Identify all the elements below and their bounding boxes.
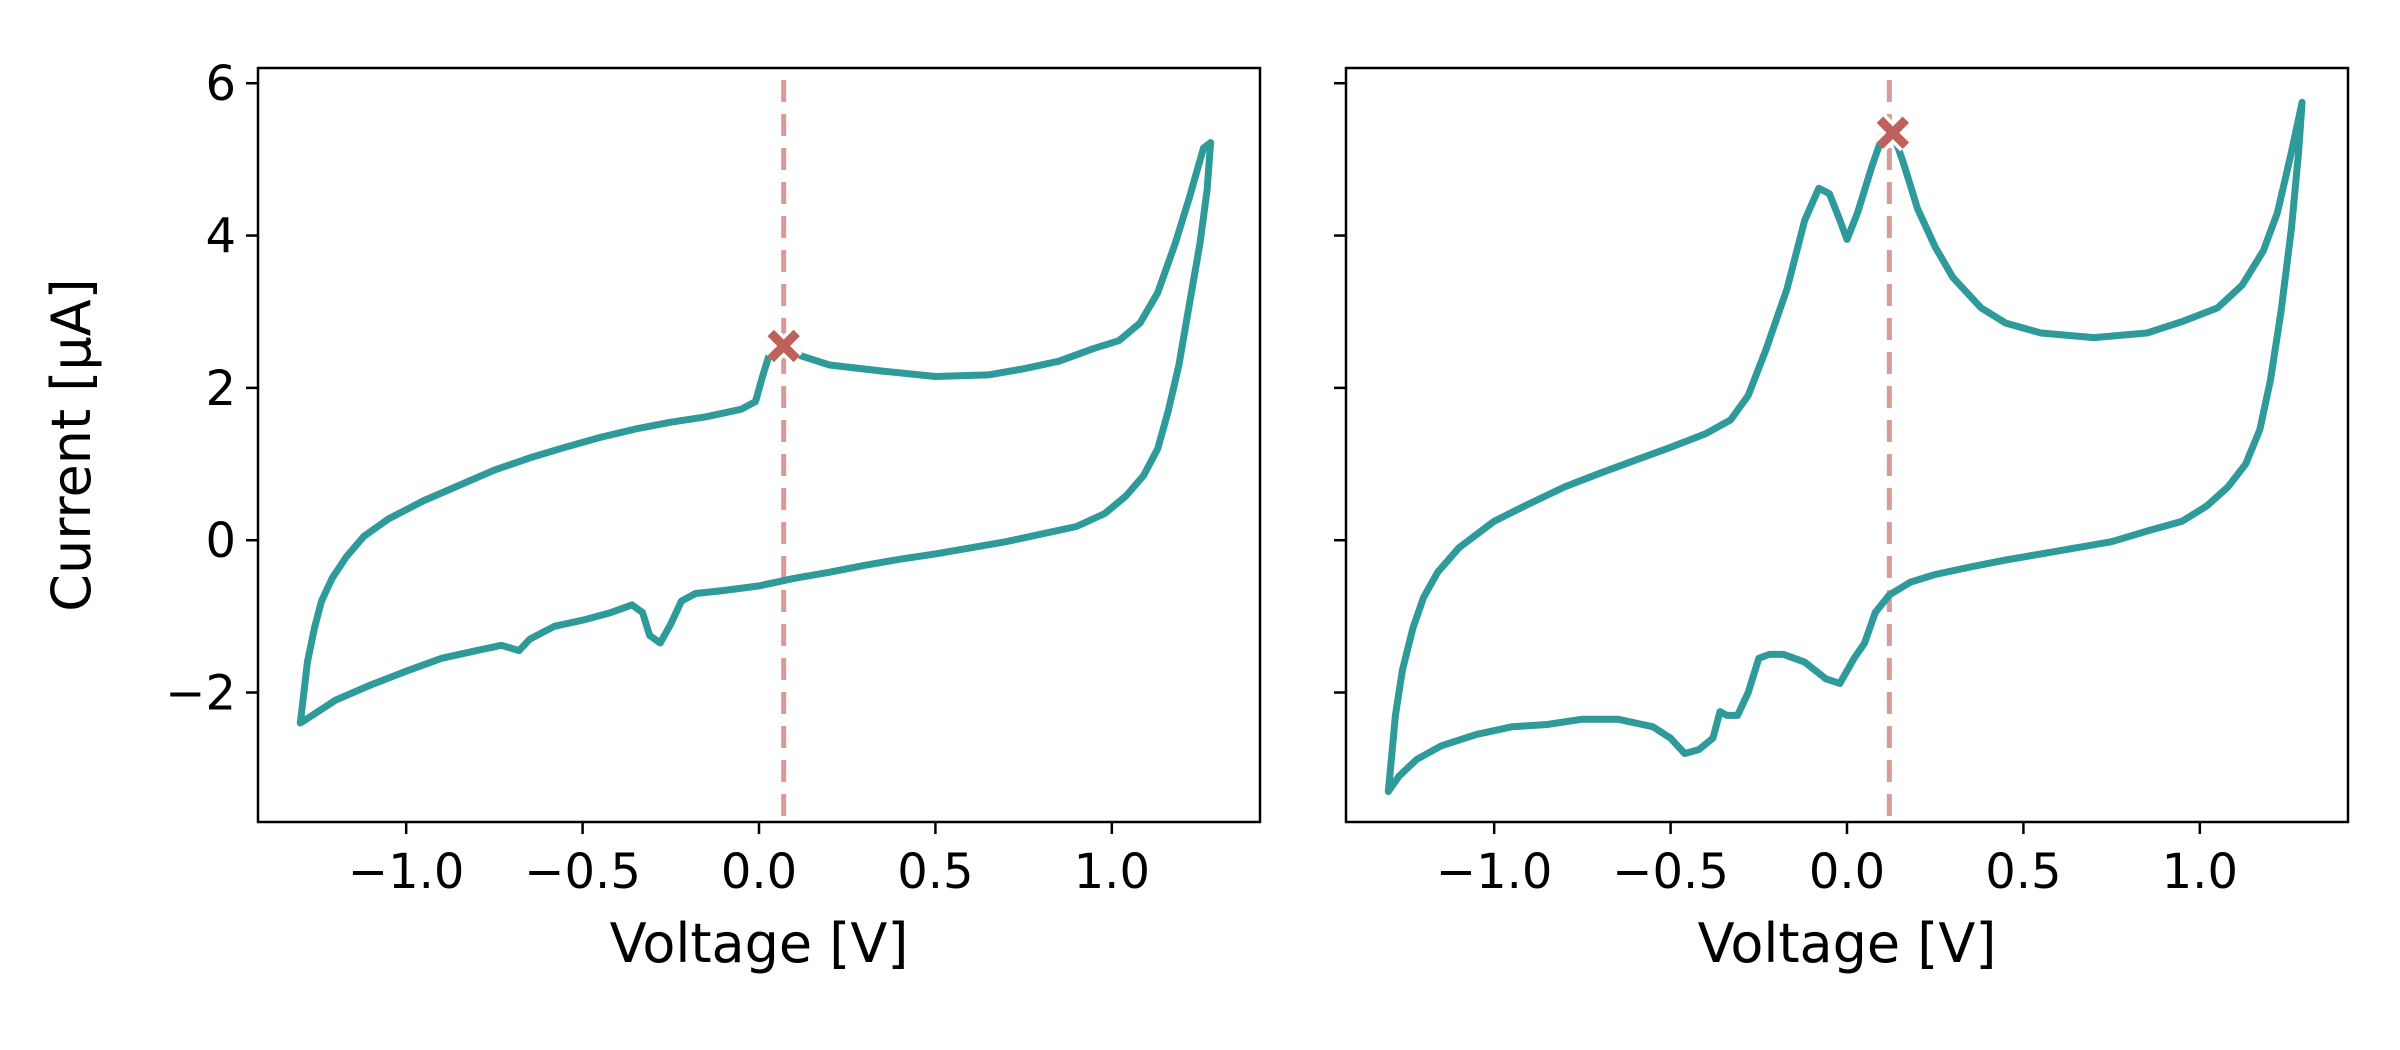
x-tick-label: 0.0 bbox=[1809, 844, 1885, 900]
y-tick-label: 2 bbox=[205, 361, 236, 417]
x-tick-label: −1.0 bbox=[1436, 844, 1553, 900]
x-tick-label: 1.0 bbox=[1074, 844, 1150, 900]
y-tick-label: 6 bbox=[205, 56, 236, 112]
x-axis-label: Voltage [V] bbox=[1698, 912, 1997, 975]
x-axis-label: Voltage [V] bbox=[610, 912, 909, 975]
axes-frame bbox=[256, 66, 1262, 824]
x-tick-label: 0.5 bbox=[1985, 844, 2061, 900]
x-tick-label: 1.0 bbox=[2162, 844, 2238, 900]
x-tick-label: −0.5 bbox=[1612, 844, 1729, 900]
peak-marker bbox=[765, 327, 803, 365]
y-tick-label: 4 bbox=[205, 209, 236, 265]
cv-series-line bbox=[1384, 98, 2306, 795]
y-tick-label: 0 bbox=[205, 513, 236, 569]
x-tick-label: 0.0 bbox=[721, 844, 797, 900]
x-tick-label: 0.5 bbox=[897, 844, 973, 900]
chart-panel-left: −1.0 −0.5 0.0 0.5 1.0 −2 0 2 4 6 Voltage [V] Curren… bbox=[40, 56, 1262, 975]
y-axis-label: Current [µA] bbox=[40, 278, 103, 611]
y-tick-label: −2 bbox=[165, 666, 236, 722]
cv-series-line bbox=[296, 139, 1215, 727]
peak-marker bbox=[1874, 114, 1912, 152]
axes-frame bbox=[1344, 66, 2350, 824]
x-tick-label: −1.0 bbox=[348, 844, 465, 900]
chart-panel-right: −1.0 −0.5 0.0 0.5 1.0 Voltage [V] bbox=[1334, 66, 2350, 975]
x-tick-label: −0.5 bbox=[524, 844, 641, 900]
